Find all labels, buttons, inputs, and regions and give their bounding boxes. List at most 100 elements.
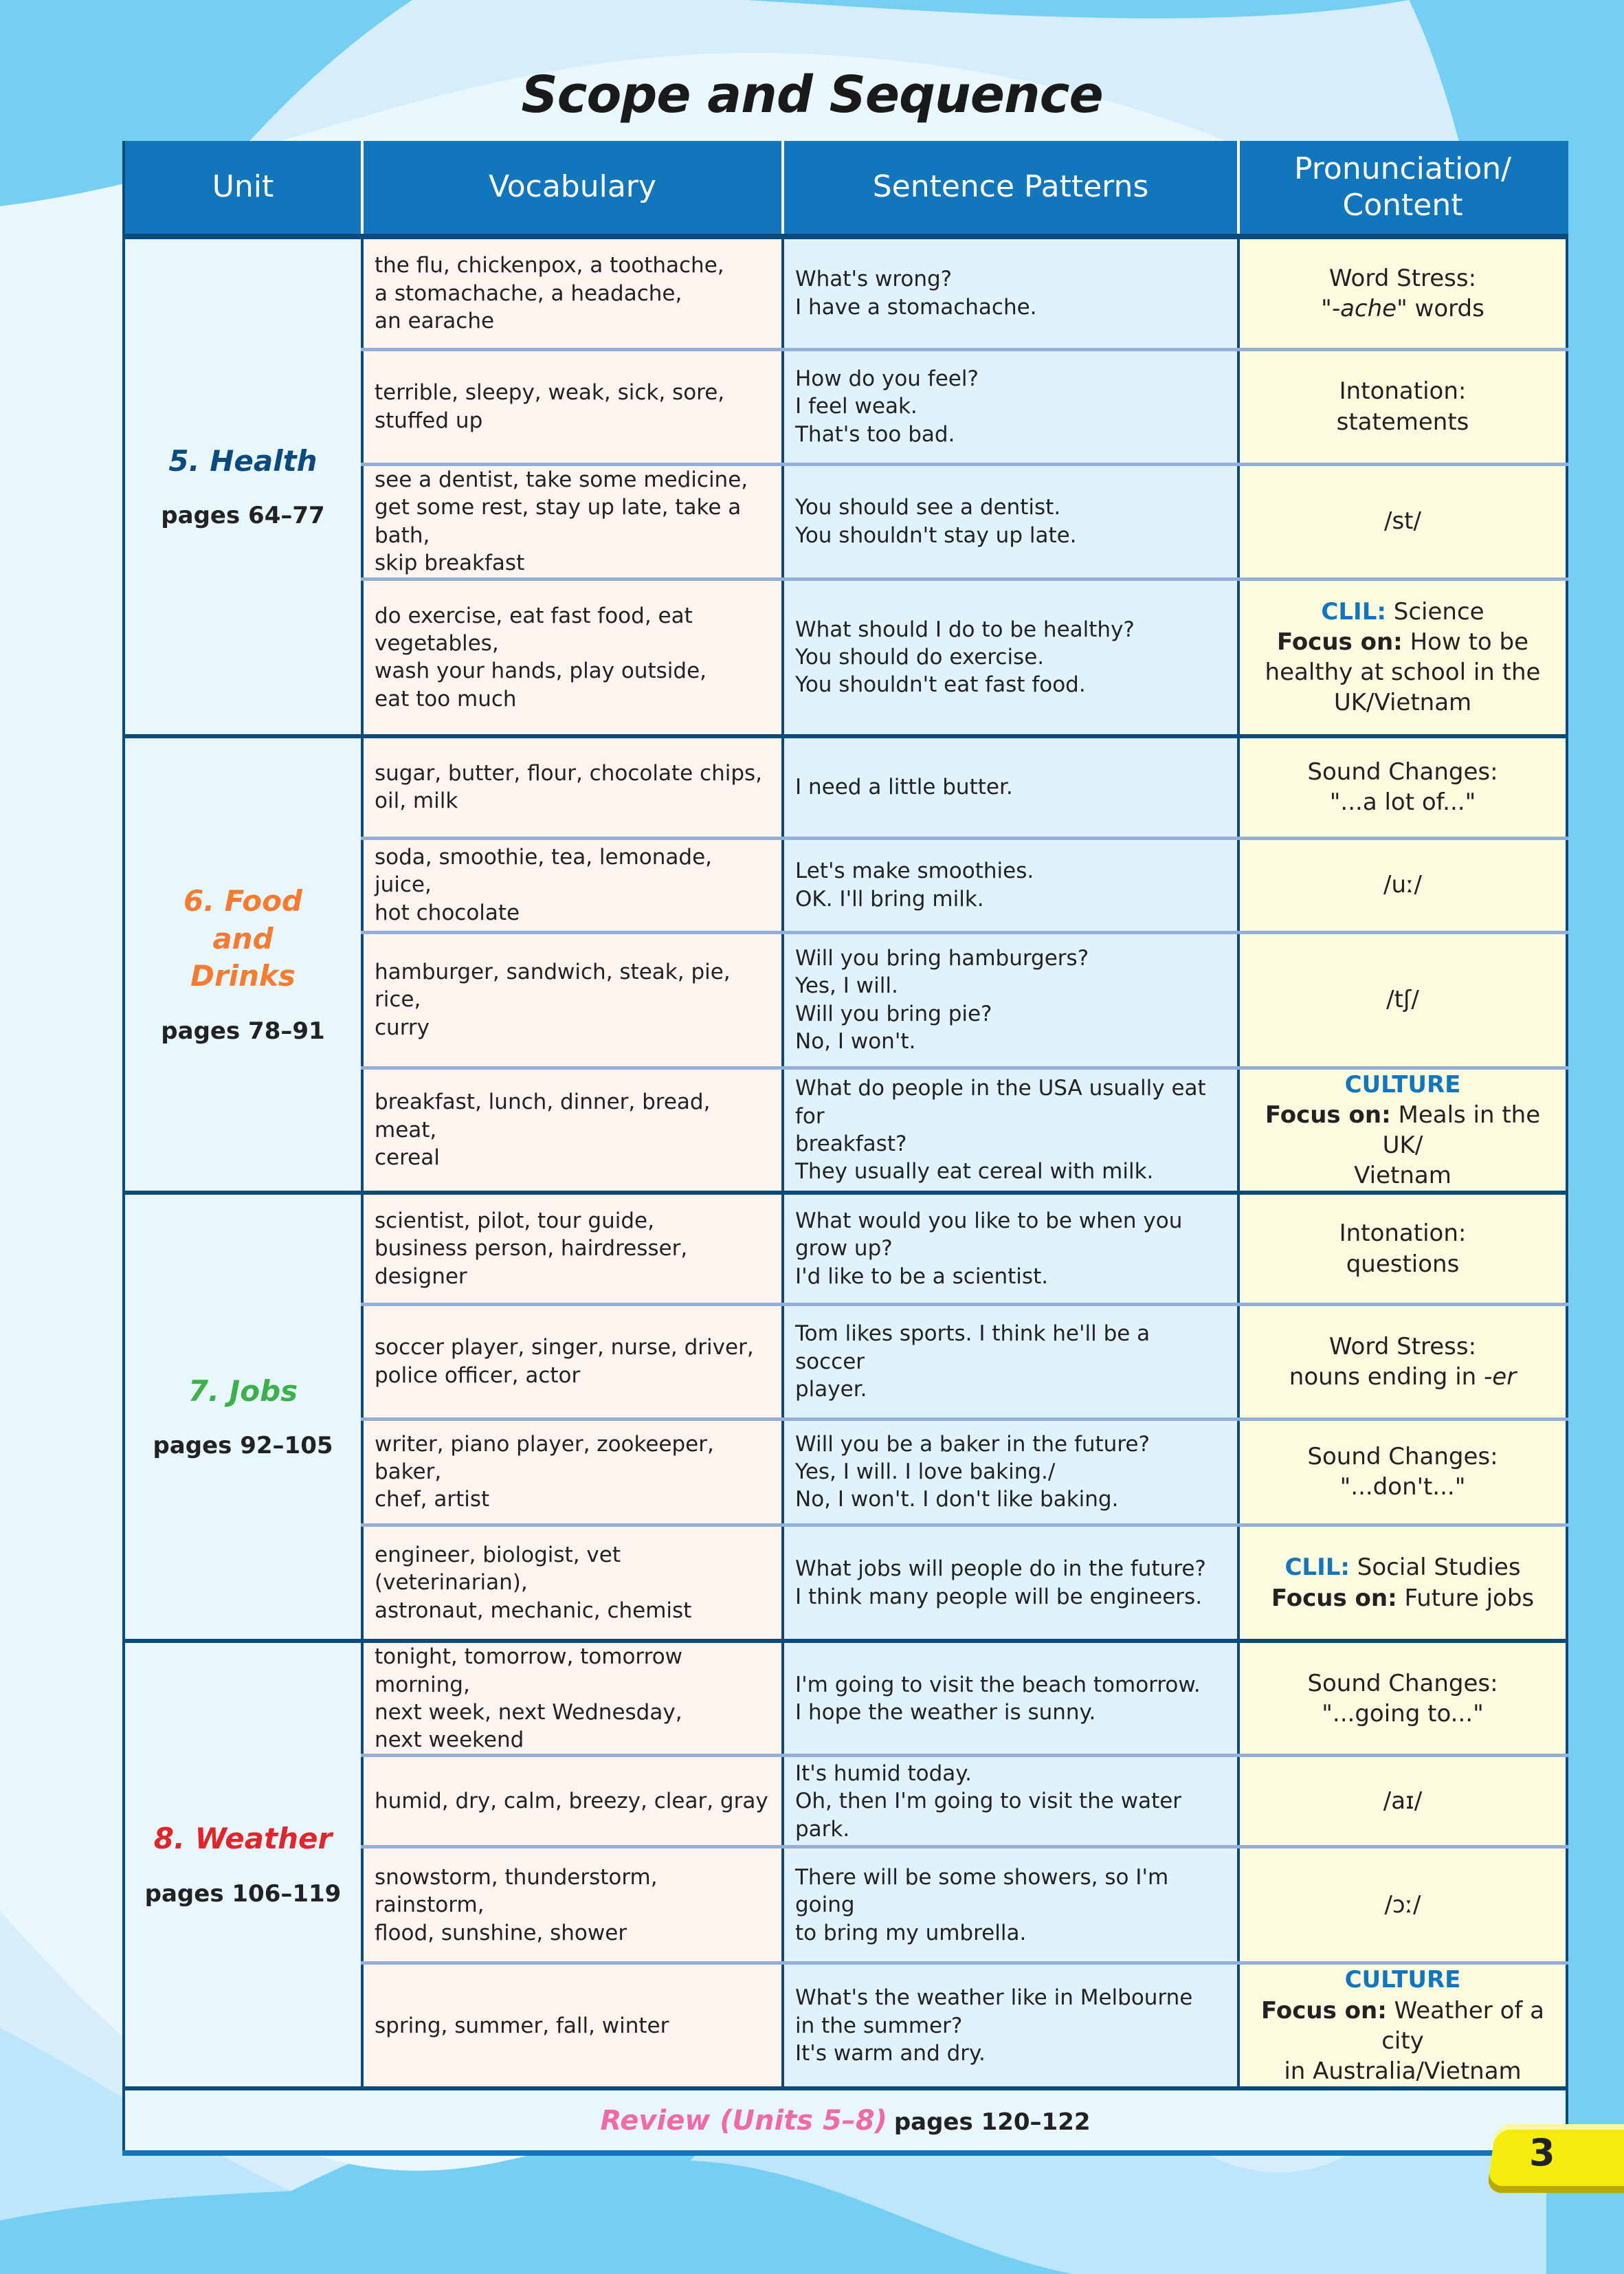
sentence-patterns-cell: Tom likes sports. I think he'll be a soc…	[783, 1304, 1240, 1421]
sentence-line: Will you bring pie?	[795, 1001, 992, 1026]
table-row: see a dentist, take some medicine, get so…	[124, 464, 1568, 581]
pronunciation-line: Focus on: How to be	[1251, 627, 1555, 657]
sentence-patterns-cell: You should see a dentist. You shouldn't s…	[783, 464, 1240, 581]
table-row: 6. Food and Drinks pages 78–91 sugar, butt…	[122, 736, 1568, 1195]
pronunciation-line: Intonation:	[1251, 376, 1555, 406]
review-label: Review (Units 5–8)	[600, 2104, 887, 2137]
pronunciation-text: /aɪ/	[1383, 1787, 1423, 1815]
pronunciation-text: questions	[1346, 1250, 1460, 1278]
vocabulary-cell: tonight, tomorrow, tomorrow morning, next…	[362, 1641, 784, 1758]
focus-label: Focus on:	[1271, 1584, 1397, 1612]
review-cell: Review (Units 5–8) pages 120–122	[122, 2088, 1568, 2156]
sentence-line: I have a stomachache.	[795, 294, 1037, 320]
pronunciation-text: Sound Changes:	[1307, 1669, 1498, 1697]
unit-cell: 5. Health pages 64–77	[122, 236, 364, 738]
sentence-line: What do people in the USA usually eat fo…	[795, 1076, 1206, 1129]
vocabulary-line: cereal	[375, 1145, 440, 1171]
pronunciation-line: Vietnam	[1251, 1160, 1555, 1191]
sentence-patterns-cell: I need a little butter.	[783, 736, 1240, 840]
sentence-patterns-cell: I'm going to visit the beach tomorrow. I …	[783, 1641, 1240, 1758]
unit-name: 7. Jobs	[188, 1373, 298, 1408]
pronunciation-line: Focus on: Meals in the UK/	[1251, 1100, 1555, 1160]
sentence-line: Oh, then I'm going to visit the water pa…	[795, 1789, 1182, 1842]
pronunciation-line: "...going to..."	[1251, 1699, 1555, 1729]
vocabulary-cell: snowstorm, thunderstorm, rainstorm, flood…	[362, 1846, 784, 1965]
pronunciation-line: Focus on: Weather of a city	[1251, 1996, 1555, 2056]
pronunciation-text: Science	[1386, 597, 1484, 626]
table-row: hamburger, sandwich, steak, pie, rice, cu…	[124, 932, 1568, 1070]
pronunciation-line: /uː/	[1251, 870, 1555, 900]
vocabulary-line: terrible, sleepy, weak, sick, sore,	[375, 380, 725, 406]
sentence-line: How do you feel?	[795, 366, 979, 392]
sentence-line: There will be some showers, so I'm going	[795, 1864, 1169, 1918]
focus-label: Focus on:	[1265, 1101, 1391, 1129]
pronunciation-text: statements	[1336, 408, 1469, 436]
pronunciation-cell: /uː/	[1238, 838, 1568, 934]
unit-name: 6. Food and Drinks	[183, 884, 302, 993]
sentence-line: What should I do to be healthy?	[795, 617, 1135, 642]
pronunciation-line: Intonation:	[1251, 1218, 1555, 1248]
unit-cell: 8. Weather pages 106–119	[122, 1641, 364, 2091]
header-pronunciation-content: Pronunciation/ Content	[1237, 141, 1568, 239]
vocabulary-line: soda, smoothie, tea, lemonade, juice,	[375, 845, 713, 898]
page-title: Scope and Sequence	[521, 65, 1103, 124]
pronunciation-cell: /tʃ/	[1238, 932, 1568, 1070]
pronunciation-line: "...a lot of..."	[1251, 787, 1555, 817]
sentence-line: You shouldn't eat fast food.	[795, 672, 1086, 698]
vocabulary-line: hot chocolate	[375, 900, 520, 925]
vocabulary-line: humid, dry, calm, breezy, clear, gray	[375, 1789, 768, 1814]
sentence-patterns-cell: What's wrong? I have a stomachache.	[783, 236, 1240, 351]
pronunciation-text: " words	[1397, 294, 1484, 322]
pronunciation-line: Sound Changes:	[1251, 1442, 1555, 1472]
table-header-row: Unit Vocabulary Sentence Patterns Pronun…	[122, 141, 1568, 239]
sentence-line: What's the weather like in Melbourne	[795, 1985, 1193, 2011]
sentence-patterns-cell: Will you be a baker in the future? Yes, I…	[783, 1419, 1240, 1527]
vocabulary-line: chef, artist	[375, 1487, 490, 1512]
focus-label: Focus on:	[1261, 1996, 1387, 2024]
pronunciation-line: questions	[1251, 1249, 1555, 1279]
pronunciation-text: Intonation:	[1339, 1219, 1467, 1248]
pronunciation-line: /ɔː/	[1251, 1890, 1555, 1920]
pronunciation-line: /st/	[1251, 506, 1555, 536]
table-row: do exercise, eat fast food, eat vegetabl…	[124, 579, 1568, 738]
header-sentence-patterns: Sentence Patterns	[781, 141, 1238, 239]
vocabulary-line: sugar, butter, flour, chocolate chips,	[375, 760, 763, 786]
pronunciation-line: "...don't..."	[1251, 1472, 1555, 1502]
pronunciation-line: "-ache" words	[1251, 294, 1555, 324]
vocabulary-line: the flu, chickenpox, a toothache,	[375, 253, 724, 278]
sentence-line: I think many people will be engineers.	[795, 1584, 1203, 1609]
pronunciation-line: /tʃ/	[1251, 984, 1555, 1015]
vocabulary-line: get some rest, stay up late, take a bath…	[375, 495, 742, 548]
pronunciation-cell: Word Stress: "-ache" words	[1238, 236, 1568, 351]
table-row: humid, dry, calm, breezy, clear, gray It'…	[124, 1755, 1568, 1849]
sentence-line: Tom likes sports. I think he'll be a soc…	[795, 1321, 1150, 1374]
pronunciation-cell: CULTURE Focus on: Weather of a city in Aus…	[1238, 1963, 1568, 2091]
sentence-line: You should do exercise.	[795, 645, 1045, 670]
focus-label: Focus on:	[1276, 628, 1403, 656]
vocabulary-cell: hamburger, sandwich, steak, pie, rice, cu…	[362, 932, 784, 1070]
unit-pages: pages 92–105	[153, 1432, 333, 1460]
sentence-line: grow up?	[795, 1236, 893, 1261]
unit-name: 8. Weather	[153, 1822, 333, 1856]
content-tag: CLIL:	[1321, 597, 1386, 626]
content-tag: CULTURE	[1344, 1070, 1461, 1099]
sentence-patterns-cell: There will be some showers, so I'm going…	[783, 1846, 1240, 1965]
vocabulary-cell: engineer, biologist, vet (veterinarian),…	[362, 1525, 784, 1644]
pronunciation-line: CULTURE	[1251, 1965, 1555, 1995]
table-row: terrible, sleepy, weak, sick, sore, stuff…	[124, 349, 1568, 466]
pronunciation-text: "	[1321, 294, 1332, 322]
pronunciation-text: /uː/	[1383, 871, 1422, 899]
pronunciation-line: healthy at school in the	[1251, 657, 1555, 687]
header-unit: Unit	[122, 141, 362, 239]
pronunciation-line: UK/Vietnam	[1251, 687, 1555, 718]
vocabulary-cell: scientist, pilot, tour guide, business pe…	[362, 1193, 784, 1306]
sentence-line: You shouldn't stay up late.	[795, 522, 1077, 548]
pronunciation-text: /ɔː/	[1384, 1891, 1421, 1919]
vocabulary-line: breakfast, lunch, dinner, bread, meat,	[375, 1090, 711, 1142]
pronunciation-text: Future jobs	[1397, 1584, 1535, 1612]
pronunciation-text: /tʃ/	[1386, 986, 1419, 1014]
vocabulary-line: see a dentist, take some medicine,	[375, 467, 748, 492]
vocabulary-line: flood, sunshine, shower	[375, 1920, 627, 1945]
unit-cell: 7. Jobs pages 92–105	[122, 1193, 364, 1644]
pronunciation-text: /st/	[1384, 507, 1421, 536]
